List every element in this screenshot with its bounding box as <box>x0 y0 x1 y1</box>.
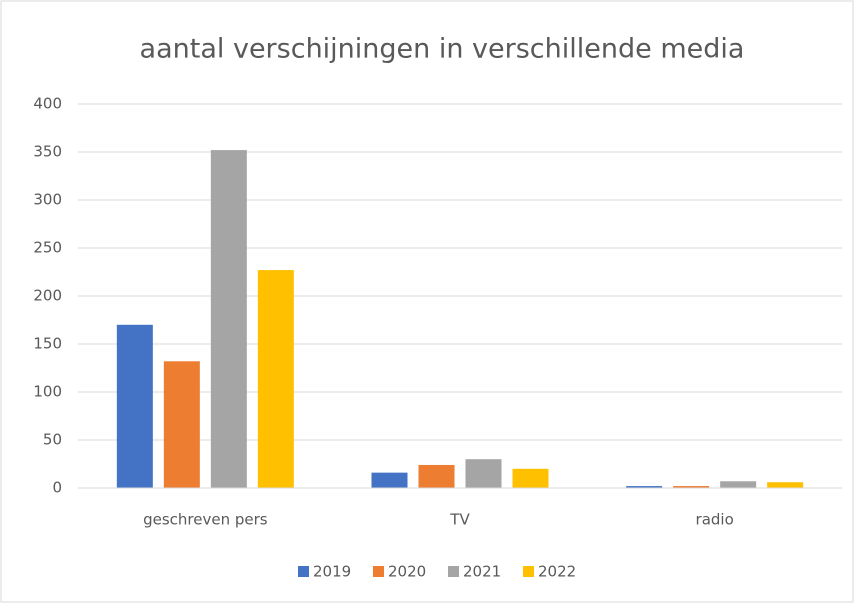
chart-frame <box>0 0 854 603</box>
y-tick-label: 250 <box>33 239 62 257</box>
bar <box>673 486 710 488</box>
legend-label: 2020 <box>388 563 426 581</box>
x-tick-label: radio <box>696 511 734 529</box>
bar <box>257 270 294 488</box>
bar <box>163 361 200 488</box>
y-tick-label: 150 <box>33 335 62 353</box>
y-tick-label: 100 <box>33 383 62 401</box>
bar <box>418 464 455 488</box>
bar <box>512 468 549 488</box>
x-tick-label: geschreven pers <box>143 511 268 529</box>
chart-title: aantal verschijningen in verschillende m… <box>140 34 745 65</box>
bar <box>210 150 247 488</box>
legend-swatch <box>448 566 459 577</box>
bar <box>371 472 408 488</box>
legend-swatch <box>373 566 384 577</box>
x-tick-label: TV <box>449 511 470 529</box>
y-tick-label: 200 <box>33 287 62 305</box>
bar <box>465 459 502 488</box>
bar <box>116 324 153 488</box>
legend-label: 2022 <box>538 563 576 581</box>
y-tick-label: 350 <box>33 143 62 161</box>
legend-label: 2021 <box>463 563 501 581</box>
legend-swatch <box>298 566 309 577</box>
y-tick-label: 300 <box>33 191 62 209</box>
bar <box>720 481 757 488</box>
bar <box>767 482 804 488</box>
y-tick-label: 400 <box>33 95 62 113</box>
legend-label: 2019 <box>313 563 351 581</box>
y-tick-label: 50 <box>43 431 62 449</box>
bar <box>626 486 663 488</box>
legend-swatch <box>523 566 534 577</box>
y-tick-label: 0 <box>52 479 62 497</box>
